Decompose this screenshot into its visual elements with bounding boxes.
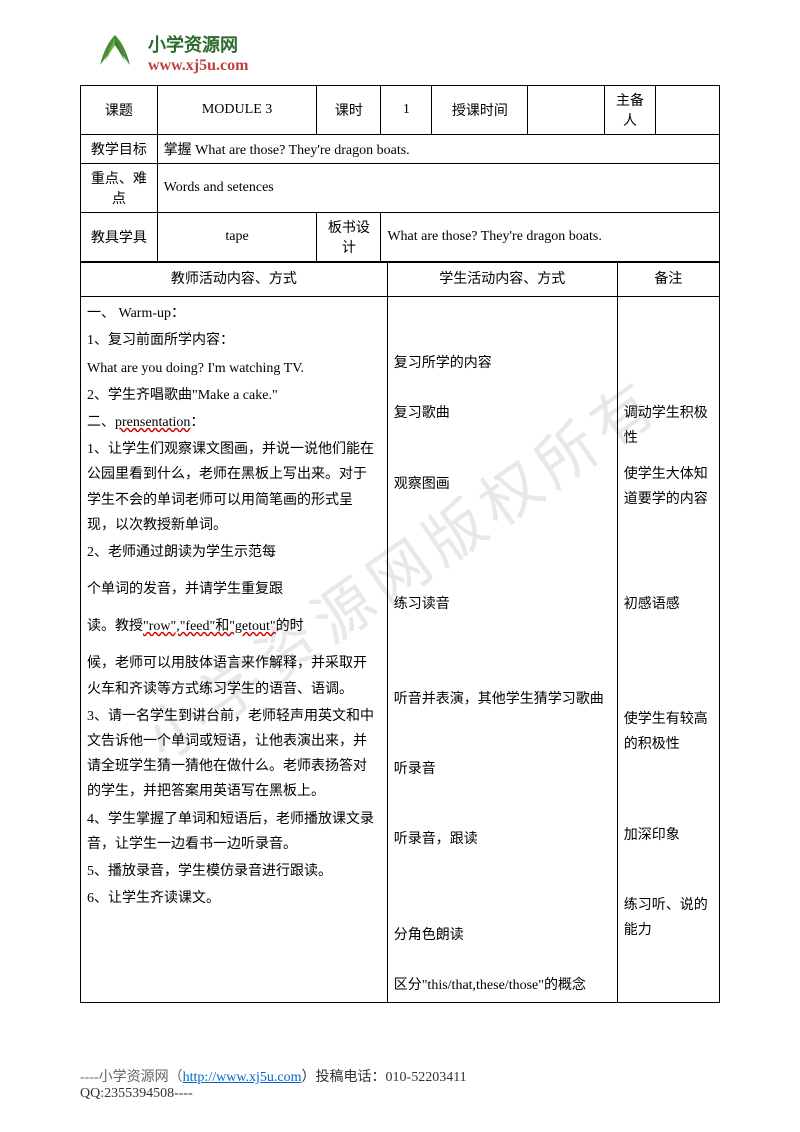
teacher-line: 2、学生齐唱歌曲"Make a cake." — [87, 383, 381, 408]
logo-text-block: 小学资源网 www.xj5u.com — [148, 31, 248, 75]
site-logo-icon — [90, 30, 140, 75]
student-line: 听录音 — [394, 757, 611, 782]
notes-line: 初感语感 — [624, 592, 713, 617]
student-line: 分角色朗读 — [394, 923, 611, 948]
value-objective: 掌握 What are those? They're dragon boats. — [157, 135, 719, 164]
footer-qq: QQ:2355394508---- — [80, 1086, 193, 1101]
page-footer: ----小学资源网（http://www.xj5u.com） 投稿电话：010-… — [0, 1066, 800, 1102]
lesson-content-table: 教师活动内容、方式 学生活动内容、方式 备注 一、 Warm-up： 1、复习前… — [80, 262, 720, 1003]
teacher-line: 4、学生掌握了单词和短语后，老师播放课文录音，让学生一边看书一边听录音。 — [87, 807, 381, 857]
notes-line: 使学生大体知道要学的内容 — [624, 462, 713, 512]
value-keypoints: Words and setences — [157, 164, 719, 213]
notes-line: 使学生有较高的积极性 — [624, 707, 713, 757]
teacher-line: 5、播放录音，学生模仿录音进行跟读。 — [87, 859, 381, 884]
teacher-line: 3、请一名学生到讲台前，老师轻声用英文和中文告诉他一个单词或短语，让他表演出来，… — [87, 704, 381, 805]
col-header-notes: 备注 — [617, 263, 719, 297]
footer-text: ） — [302, 1070, 316, 1085]
lesson-meta-table: 课题 MODULE 3 课时 1 授课时间 主备人 教学目标 掌握 What a… — [80, 85, 720, 262]
col-header-teacher: 教师活动内容、方式 — [81, 263, 388, 297]
teacher-line: What are you doing? I'm watching TV. — [87, 356, 381, 381]
col-header-student: 学生活动内容、方式 — [387, 263, 617, 297]
value-topic: MODULE 3 — [157, 86, 317, 135]
teacher-activities-cell: 一、 Warm-up： 1、复习前面所学内容： What are you doi… — [81, 297, 388, 1003]
student-line: 复习歌曲 — [394, 401, 611, 426]
notes-cell: 调动学生积极性 使学生大体知道要学的内容 初感语感 使学生有较高的积极性 加深印… — [617, 297, 719, 1003]
teacher-line: 1、复习前面所学内容： — [87, 328, 381, 353]
student-line: 听录音，跟读 — [394, 827, 611, 852]
student-line: 听音并表演，其他学生猜学习歌曲 — [394, 687, 611, 712]
label-board: 板书设计 — [317, 213, 381, 262]
teacher-line: 读。教授"row","feed"和"getout"的时 — [87, 614, 381, 639]
label-time: 授课时间 — [432, 86, 528, 135]
teacher-line: 个单词的发音，并请学生重复跟 — [87, 577, 381, 602]
page-header: 小学资源网 www.xj5u.com — [0, 0, 800, 85]
label-preparer: 主备人 — [604, 86, 655, 135]
student-line: 观察图画 — [394, 472, 611, 497]
notes-line: 调动学生积极性 — [624, 401, 713, 451]
label-keypoints: 重点、难点 — [81, 164, 158, 213]
label-tools: 教具学具 — [81, 213, 158, 262]
label-topic: 课题 — [81, 86, 158, 135]
notes-line: 加深印象 — [624, 823, 713, 848]
student-line: 区分"this/that,these/those"的概念 — [394, 973, 611, 998]
value-period: 1 — [381, 86, 432, 135]
teacher-line: 2、老师通过朗读为学生示范每 — [87, 540, 381, 565]
student-line: 复习所学的内容 — [394, 351, 611, 376]
student-line: 练习读音 — [394, 592, 611, 617]
label-period: 课时 — [317, 86, 381, 135]
value-board: What are those? They're dragon boats. — [381, 213, 720, 262]
footer-link[interactable]: http://www.xj5u.com — [183, 1070, 302, 1085]
site-url: www.xj5u.com — [148, 57, 248, 75]
teacher-line: 6、让学生齐读课文。 — [87, 886, 381, 911]
footer-left: ----小学资源网（http://www.xj5u.com） 投稿电话：010-… — [80, 1066, 467, 1102]
teacher-line: 一、 Warm-up： — [87, 301, 381, 326]
site-name: 小学资源网 — [148, 31, 248, 57]
value-tools: tape — [157, 213, 317, 262]
notes-line: 练习听、说的能力 — [624, 893, 713, 943]
footer-phone: 投稿电话：010-52203411 — [316, 1066, 467, 1086]
label-objective: 教学目标 — [81, 135, 158, 164]
student-activities-cell: 复习所学的内容 复习歌曲 观察图画 练习读音 听音并表演，其他学生猜学习歌曲 听… — [387, 297, 617, 1003]
teacher-line: 二、prensentation： — [87, 410, 381, 435]
value-preparer — [656, 86, 720, 135]
footer-text: ----小学资源网（ — [80, 1070, 183, 1085]
value-time — [528, 86, 605, 135]
teacher-line: 1、让学生们观察课文图画，并说一说他们能在公园里看到什么，老师在黑板上写出来。对… — [87, 437, 381, 538]
teacher-line: 候，老师可以用肢体语言来作解释，并采取开火车和齐读等方式练习学生的语音、语调。 — [87, 651, 381, 701]
